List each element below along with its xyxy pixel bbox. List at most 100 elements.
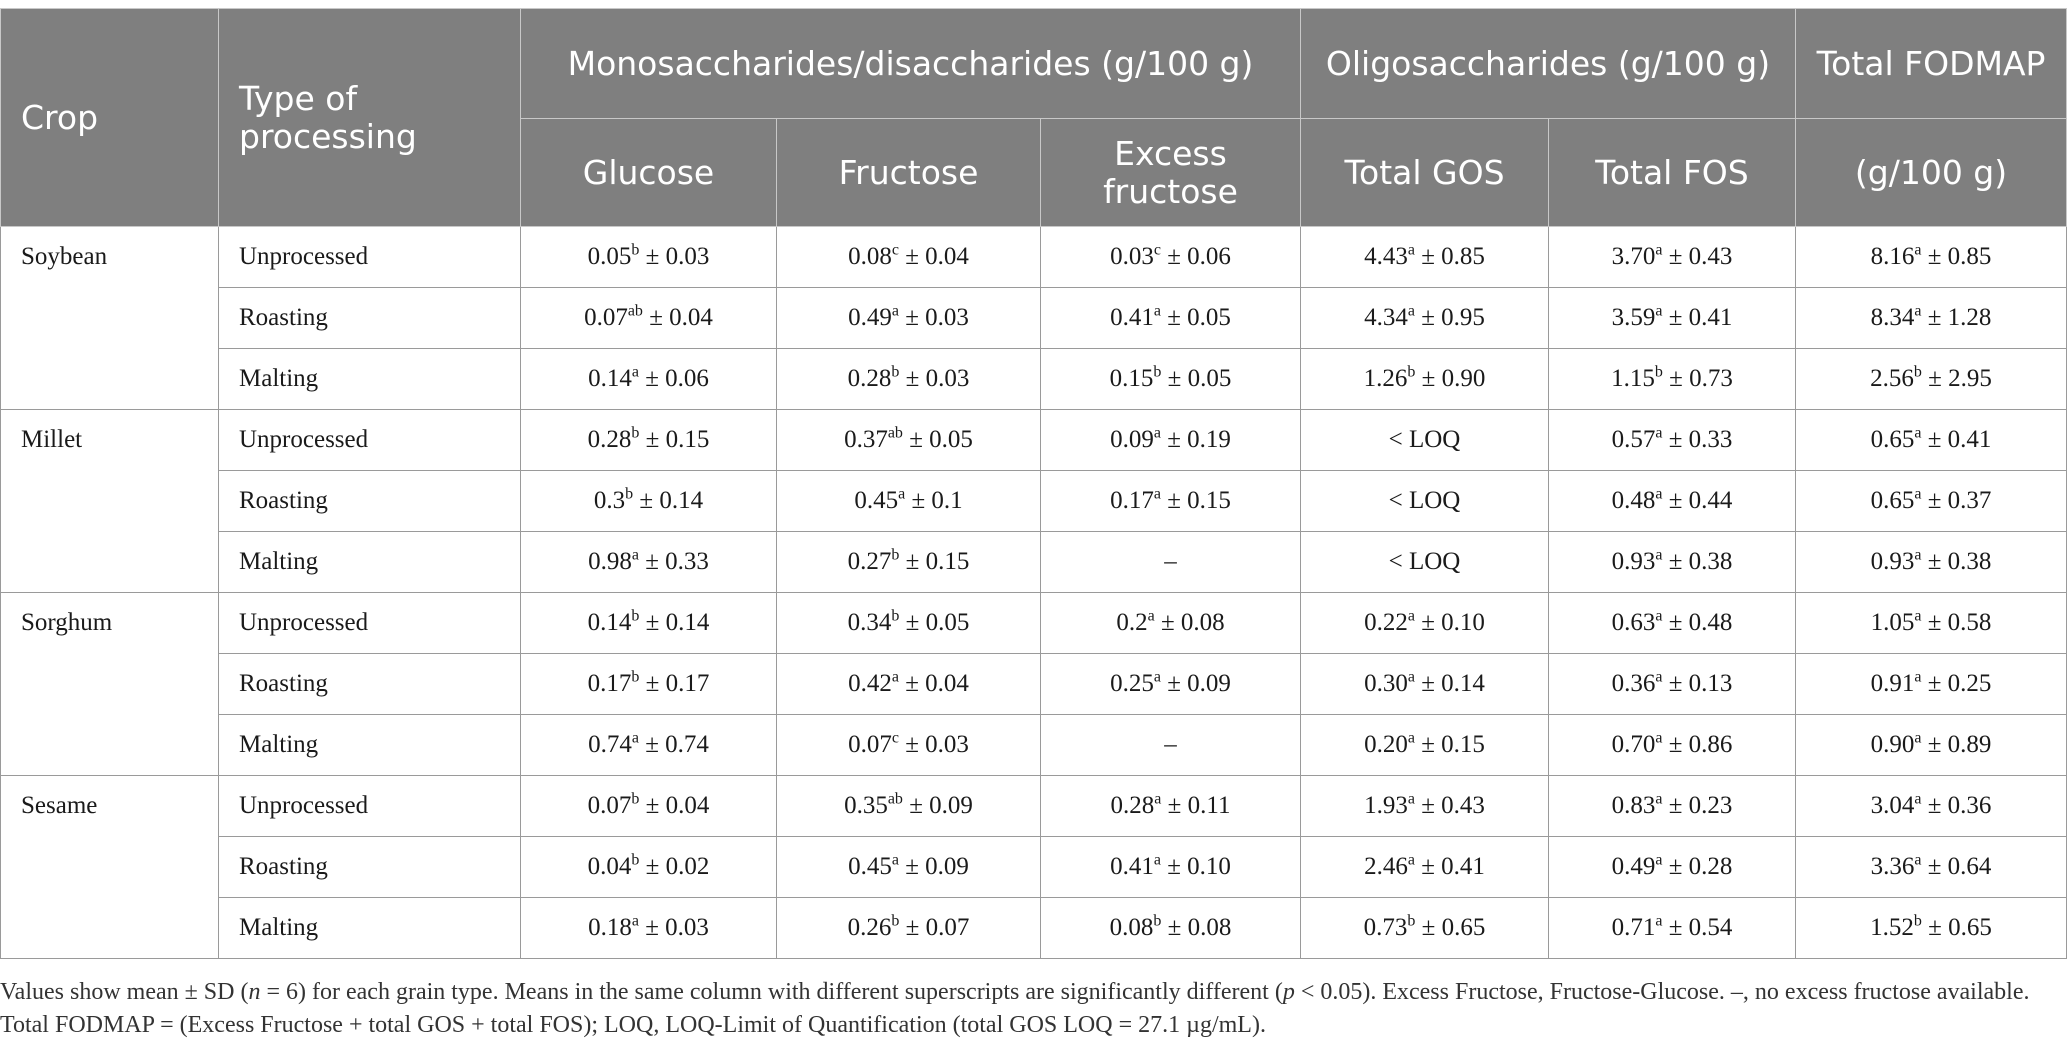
cell-sd: ± 0.48 — [1662, 609, 1733, 636]
fructose-cell: 0.45a ± 0.09 — [776, 836, 1041, 898]
cell-sd: ± 0.85 — [1921, 243, 1992, 270]
gos-cell: 4.43a ± 0.85 — [1300, 226, 1549, 288]
cell-value: 0.27 — [847, 548, 892, 575]
cell-sd: ± 0.09 — [898, 853, 969, 880]
significance-superscript: a — [898, 485, 906, 503]
table-body: Soybean Unprocessed 0.05b ± 0.03 0.08c ± 0.… — [0, 226, 2068, 959]
cell-value: 8.34 — [1870, 304, 1915, 331]
cell-value: 0.42 — [848, 670, 892, 697]
significance-superscript: b — [631, 668, 640, 686]
cell-sd: ± 0.10 — [1160, 853, 1231, 880]
fos-cell: 0.93a ± 0.38 — [1547, 531, 1797, 593]
crop-cell: Sesame — [0, 775, 219, 959]
processing-cell: Unprocessed — [218, 409, 521, 471]
table-row: Millet Unprocessed 0.28b ± 0.15 0.37ab ± 0.… — [0, 409, 2068, 593]
significance-superscript: a — [631, 912, 639, 930]
cell-value: 1.93 — [1364, 792, 1408, 819]
cell-value: 0.36 — [1611, 670, 1656, 697]
fodmap-table: Crop Type of processing Monosaccharides/… — [0, 8, 2068, 959]
cell-sd: ± 0.25 — [1921, 670, 1992, 697]
cell-value: 1.26 — [1363, 365, 1408, 392]
cell-sd: ± 0.05 — [1160, 304, 1231, 331]
fos-cell: 0.71a ± 0.54 — [1547, 897, 1797, 959]
gos-cell: 1.26b ± 0.90 — [1300, 348, 1549, 410]
col-header-crop: Crop — [0, 8, 219, 227]
significance-superscript: a — [1914, 485, 1922, 503]
total-cell: 2.56b ± 2.95 — [1795, 348, 2068, 410]
col-header-glucose: Glucose — [520, 118, 777, 227]
significance-superscript: a — [1655, 729, 1663, 747]
significance-superscript: a — [1147, 607, 1155, 625]
excess-cell: 0.15b ± 0.05 — [1040, 348, 1301, 410]
significance-superscript: a — [1655, 485, 1663, 503]
excess-cell: 0.2a ± 0.08 — [1040, 592, 1301, 654]
excess-cell: 0.41a ± 0.10 — [1040, 836, 1301, 898]
cell-sd: ± 0.17 — [639, 670, 710, 697]
cell-sd: ± 0.10 — [1414, 609, 1485, 636]
cell-sd: ± 0.41 — [1662, 304, 1733, 331]
cell-value: 0.34 — [847, 609, 892, 636]
cell-sd: ± 0.03 — [638, 914, 709, 941]
cell-value: 0.15 — [1109, 365, 1154, 392]
glucose-cell: 0.3b ± 0.14 — [520, 470, 777, 532]
cell-value: 0.3 — [593, 487, 626, 514]
cell-sd: ± 0.36 — [1921, 792, 1992, 819]
cell-value: 0.57 — [1611, 426, 1656, 453]
cell-sd: ± 0.44 — [1662, 487, 1733, 514]
fos-cell: 3.59a ± 0.41 — [1547, 287, 1797, 349]
fructose-cell: 0.07c ± 0.03 — [776, 714, 1041, 776]
significance-superscript: a — [1655, 912, 1663, 930]
significance-superscript: b — [631, 424, 640, 442]
total-cell: 0.65a ± 0.37 — [1795, 470, 2068, 532]
fos-cell: 0.36a ± 0.13 — [1547, 653, 1797, 715]
cell-sd: ± 0.03 — [898, 731, 969, 758]
significance-superscript: ab — [627, 302, 643, 320]
significance-superscript: b — [1407, 912, 1416, 930]
significance-superscript: a — [1914, 607, 1922, 625]
significance-superscript: a — [1914, 668, 1922, 686]
table-row: Roasting 0.04b ± 0.02 0.45a ± 0.09 0.41a ± … — [1, 836, 2068, 898]
cell-sd: ± 0.15 — [1414, 731, 1485, 758]
cell-value: 0.70 — [1611, 731, 1656, 758]
col-header-total-gos: Total GOS — [1300, 118, 1549, 227]
cell-sd: ± 0.15 — [639, 426, 710, 453]
cell-sd: ± 0.02 — [639, 853, 710, 880]
glucose-cell: 0.17b ± 0.17 — [520, 653, 777, 715]
cell-value: 0.48 — [1611, 487, 1656, 514]
processing-cell: Unprocessed — [218, 592, 521, 654]
glucose-cell: 0.04b ± 0.02 — [520, 836, 777, 898]
cell-value: 0.45 — [848, 853, 892, 880]
total-cell: 1.05a ± 0.58 — [1795, 592, 2068, 654]
total-cell: 0.91a ± 0.25 — [1795, 653, 2068, 715]
cell-value: 0.25 — [1110, 670, 1154, 697]
significance-superscript: ab — [887, 790, 903, 808]
fructose-cell: 0.42a ± 0.04 — [776, 653, 1041, 715]
cell-value: 1.52 — [1870, 914, 1914, 941]
cell-value: 1.05 — [1870, 609, 1915, 636]
fructose-cell: 0.35ab ± 0.09 — [776, 775, 1041, 837]
cell-sd: ± 0.38 — [1921, 548, 1992, 575]
cell-value: 0.65 — [1870, 426, 1915, 453]
cell-value: 0.71 — [1611, 914, 1656, 941]
cell-sd: ± 0.54 — [1662, 914, 1733, 941]
gos-cell: 0.73b ± 0.65 — [1300, 897, 1549, 959]
cell-sd: ± 1.28 — [1921, 304, 1992, 331]
cell-sd: ± 0.09 — [902, 792, 973, 819]
cell-value: 0.09 — [1110, 426, 1154, 453]
table-row: Roasting 0.17b ± 0.17 0.42a ± 0.04 0.25a ± … — [1, 653, 2068, 715]
significance-superscript: a — [1914, 729, 1922, 747]
cell-value: 0.03 — [1110, 243, 1154, 270]
cell-value: 3.36 — [1870, 853, 1915, 880]
fructose-cell: 0.49a ± 0.03 — [776, 287, 1041, 349]
table-row: Malting 0.74a ± 0.74 0.07c ± 0.03–0.20a ± … — [1, 714, 2068, 776]
cell-value: 0.98 — [588, 548, 632, 575]
significance-superscript: a — [1914, 241, 1922, 259]
glucose-cell: 0.28b ± 0.15 — [520, 409, 777, 471]
table-row: Roasting 0.3b ± 0.14 0.45a ± 0.1 0.17a ± 0.… — [1, 470, 2068, 532]
excess-cell: 0.41a ± 0.05 — [1040, 287, 1301, 349]
significance-superscript: b — [625, 485, 634, 503]
col-header-fructose: Fructose — [776, 118, 1041, 227]
fos-cell: 0.49a ± 0.28 — [1547, 836, 1797, 898]
cell-sd: ± 0.23 — [1662, 792, 1733, 819]
cell-sd: ± 0.03 — [639, 243, 710, 270]
